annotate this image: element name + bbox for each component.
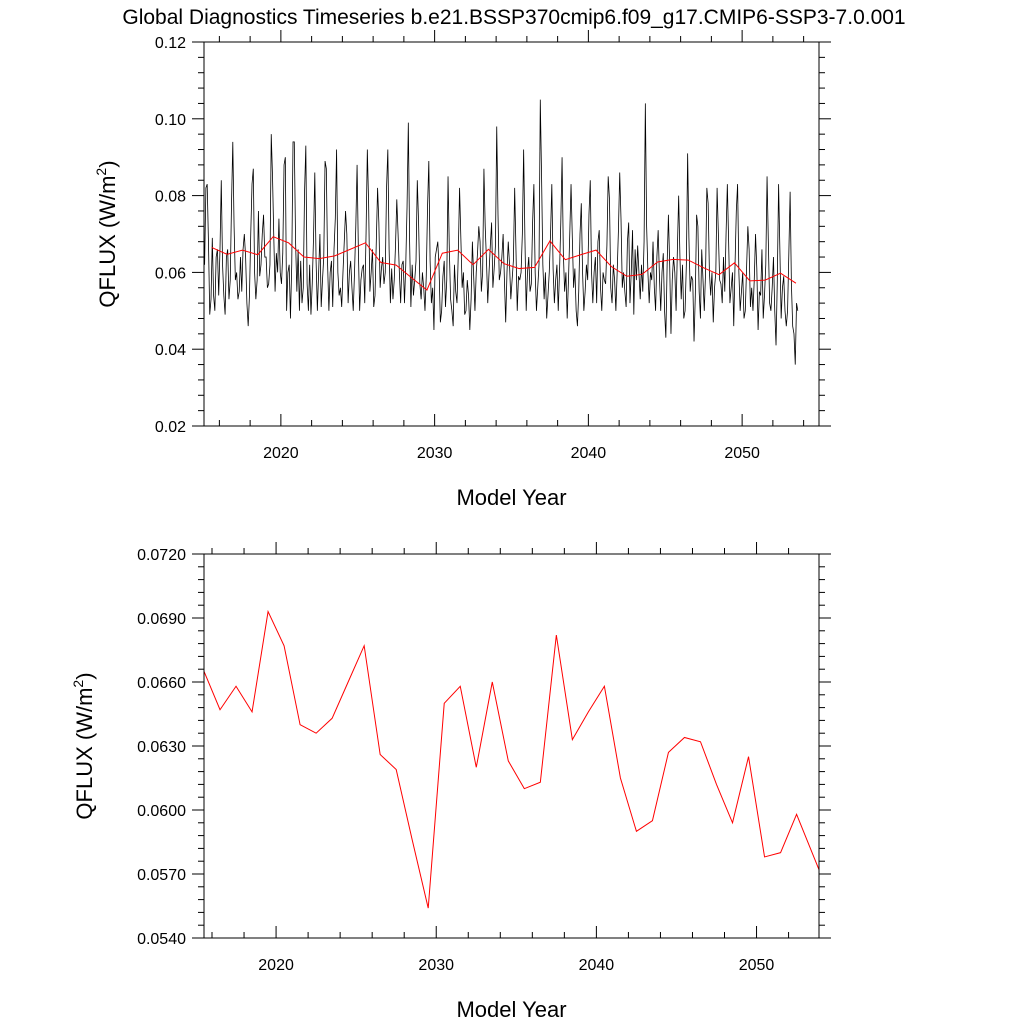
y-tick-label: 0.10 <box>155 112 186 129</box>
y-tick-label: 0.04 <box>155 342 186 359</box>
series-line-annual <box>211 236 797 291</box>
y-tick-label: 0.0630 <box>137 739 186 756</box>
x-axis-label: Model Year <box>456 997 566 1022</box>
y-tick-label: 0.02 <box>155 419 186 436</box>
chart-1: 2020 2030 2040 2050 0.02 0.04 0.06 0.08 0.10 0.12… <box>93 30 831 510</box>
y-tick-label: 0.0660 <box>137 675 186 692</box>
y-tick-label: 0.0570 <box>137 867 186 884</box>
y-tick-label: 0.0600 <box>137 803 186 820</box>
y-tick-label: 0.06 <box>155 265 186 282</box>
x-tick-label: 2030 <box>418 957 454 974</box>
x-tick-label: 2040 <box>571 445 607 462</box>
x-tick-label: 2020 <box>263 445 299 462</box>
chart-2: 2020 2030 2040 2050 0.0540 0.0570 0.0600 0.0630… <box>70 542 831 1022</box>
x-tick-label: 2020 <box>258 957 294 974</box>
y-tick-label: 0.12 <box>155 35 186 52</box>
y-axis-label: QFLUX (W/m2) <box>93 160 120 307</box>
x-tick-label: 2040 <box>579 957 615 974</box>
y-tick-label: 0.0540 <box>137 931 186 948</box>
series-line-annual <box>204 609 819 909</box>
x-axis-label: Model Year <box>456 485 566 510</box>
x-tick-label: 2050 <box>724 445 760 462</box>
plot-frame <box>203 41 820 427</box>
y-tick-label: 0.08 <box>155 189 186 206</box>
plot-frame <box>203 553 820 939</box>
y-tick-label: 0.0720 <box>137 547 186 564</box>
series-line-monthly <box>204 99 799 365</box>
x-tick-label: 2030 <box>417 445 453 462</box>
y-tick-label: 0.0690 <box>137 611 186 628</box>
page-title: Global Diagnostics Timeseries b.e21.BSSP… <box>122 6 905 29</box>
x-tick-label: 2050 <box>739 957 775 974</box>
y-axis-label: QFLUX (W/m2) <box>70 672 97 819</box>
